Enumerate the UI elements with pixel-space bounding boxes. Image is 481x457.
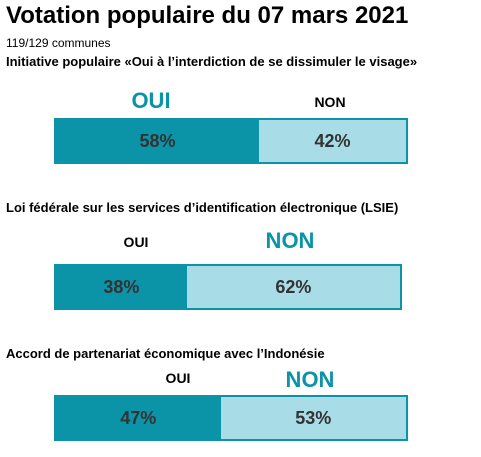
question-1-oui-segment: 58% [56, 120, 259, 162]
question-3-title: Accord de partenariat économique avec l’… [6, 346, 325, 361]
question-2-non-percent: 62% [275, 276, 312, 297]
communes-count: 119/129 communes [6, 36, 111, 50]
question-2-oui-header: OUI [123, 234, 149, 250]
question-3-oui-percent: 47% [120, 407, 157, 428]
question-3-non-percent: 53% [295, 407, 332, 428]
question-1-non-header: NON [314, 94, 346, 110]
question-2-non-segment: 62% [186, 266, 400, 308]
page-title: Votation populaire du 07 mars 2021 [6, 2, 409, 29]
question-1-oui-header: OUI [131, 88, 171, 113]
question-3-non-header: NON [285, 367, 335, 392]
question-1-non-percent: 42% [314, 130, 351, 151]
question-3-non-segment: 53% [220, 397, 406, 439]
question-3-oui-segment: 47% [56, 397, 221, 439]
question-1-oui-percent: 58% [139, 130, 176, 151]
question-2-result-bar: 38% 62% [54, 264, 402, 310]
question-2-title: Loi fédérale sur les services d’identifi… [6, 200, 399, 215]
question-2-non-header: NON [265, 228, 315, 253]
question-1-title: Initiative populaire «Oui à l’interdicti… [6, 54, 418, 69]
question-2-oui-percent: 38% [103, 276, 140, 297]
question-1-result-bar: 58% 42% [54, 118, 408, 164]
question-2-oui-segment: 38% [56, 266, 187, 308]
question-3-oui-header: OUI [165, 370, 191, 386]
question-3-result-bar: 47% 53% [54, 395, 408, 441]
question-1-non-segment: 42% [259, 120, 406, 162]
